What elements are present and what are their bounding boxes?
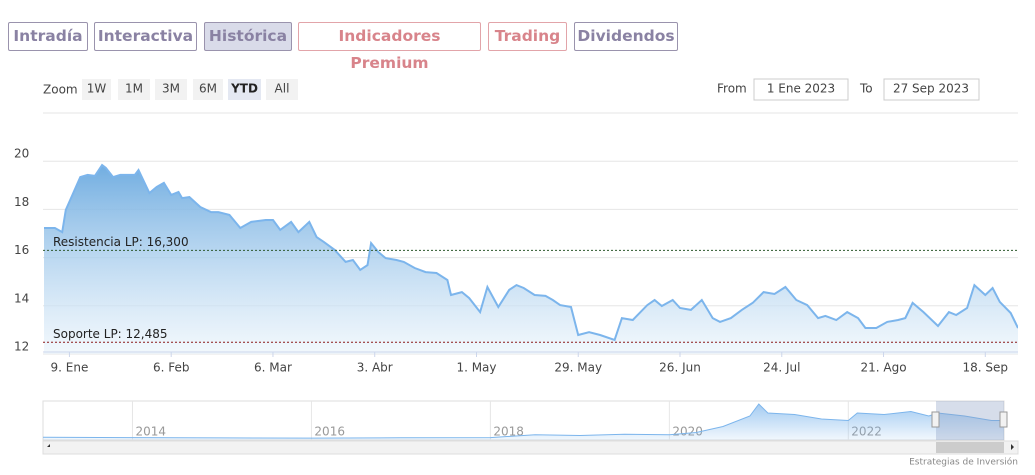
tab[interactable]: Trading: [488, 22, 567, 51]
x-tick-label: 9. Ene: [51, 361, 89, 375]
from-input[interactable]: [753, 78, 849, 101]
tab[interactable]: Dividendos: [574, 22, 678, 51]
navigator-tick-label: 2018: [493, 425, 524, 439]
zoom-button-label[interactable]: All: [275, 82, 290, 96]
x-tick-label: 29. May: [554, 361, 602, 375]
line: [44, 163, 1018, 342]
x-tick-label: 1. May: [456, 361, 496, 375]
tab[interactable]: Interactiva: [94, 22, 197, 51]
area: [44, 165, 1018, 354]
x-tick-label: 21. Ago: [860, 361, 906, 375]
navigator-tick-label: 2016: [314, 425, 345, 439]
x-tick-label: 6. Feb: [153, 361, 190, 375]
scrollbar-track[interactable]: [42, 440, 1019, 455]
y-tick-label: 16: [14, 243, 29, 257]
navigator: 20142016201820202022: [42, 401, 1004, 440]
zoom-button[interactable]: [118, 79, 150, 100]
annotation-label: Resistencia LP: 16,300: [53, 235, 189, 249]
zoom-button[interactable]: [266, 79, 298, 100]
zoom-button[interactable]: [155, 79, 187, 100]
zoom-button-label[interactable]: YTD: [230, 82, 258, 96]
x-tick-label: 18. Sep: [963, 361, 1009, 375]
zoom-button-label[interactable]: 6M: [199, 82, 217, 96]
zoom-button[interactable]: [82, 79, 111, 100]
x-tick-label: 6. Mar: [254, 361, 292, 375]
from-value[interactable]: 1 Ene 2023: [767, 82, 835, 96]
to-value[interactable]: 27 Sep 2023: [893, 82, 969, 96]
x-tick-label: 24. Jul: [763, 361, 800, 375]
scrollbar-thumb[interactable]: [936, 442, 1004, 453]
navigator-handle[interactable]: [999, 411, 1008, 428]
tab[interactable]: Histórica: [204, 22, 292, 51]
zoom-label: Zoom: [43, 83, 78, 97]
navigator-area: [43, 404, 1004, 440]
navigator-line: [42, 403, 1004, 439]
plot: 12 14 16 18 20 Resistencia LP: 16,300 Soporte …: [14, 147, 1018, 375]
navigator-handle[interactable]: [931, 411, 940, 428]
annotation-label: Soporte LP: 12,485: [53, 327, 168, 341]
y-tick-label: 20: [14, 147, 29, 161]
to-input[interactable]: [883, 78, 980, 101]
to-label: To: [859, 82, 873, 96]
from-label: From: [717, 82, 747, 96]
zoom-button-label[interactable]: 1W: [87, 82, 107, 96]
zoom-button-label[interactable]: 3M: [162, 82, 180, 96]
y-tick-label: 12: [14, 340, 29, 354]
zoom-buttons: 1W 1M 3M 6M YTD All: [82, 79, 298, 100]
tab[interactable]: Indicadores Premium: [298, 22, 481, 72]
zoom-button[interactable]: [193, 79, 223, 100]
zoom-button-label[interactable]: 1M: [125, 82, 143, 96]
y-tick-label: 14: [14, 291, 29, 305]
zoom-button[interactable]: [228, 79, 261, 100]
y-tick-label: 18: [14, 195, 29, 209]
navigator-window[interactable]: [936, 401, 1004, 440]
credit: Estrategias de Inversión: [909, 457, 1018, 468]
x-tick-label: 3. Abr: [357, 361, 393, 375]
navigator-tick-label: 2014: [135, 425, 166, 439]
tab[interactable]: Intradía: [8, 22, 88, 51]
x-tick-label: 26. Jun: [659, 361, 701, 375]
